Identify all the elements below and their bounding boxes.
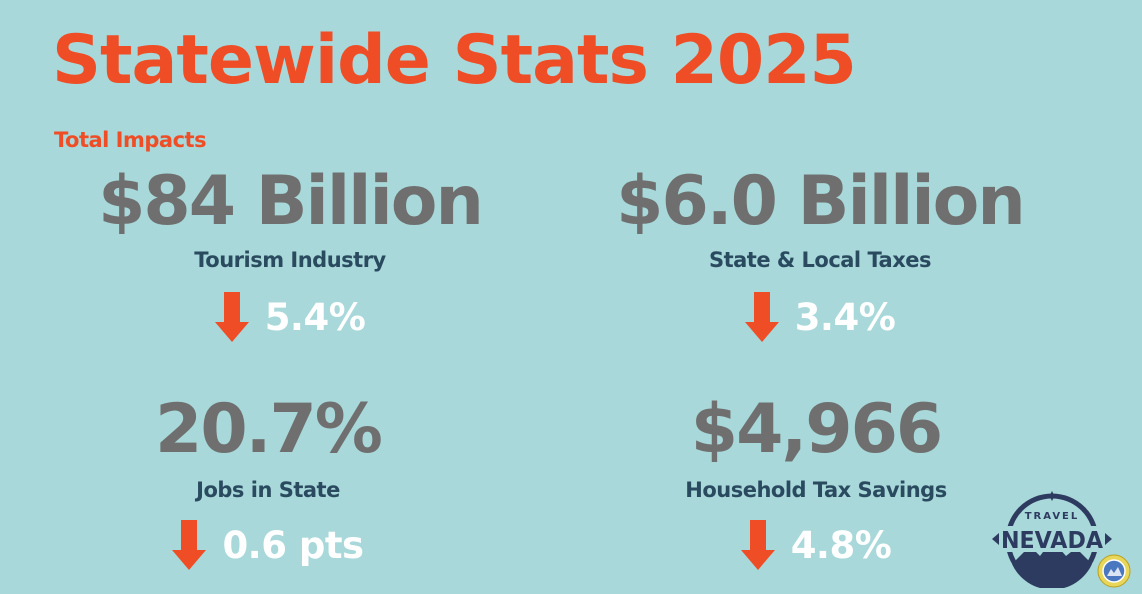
stat-label: State & Local Taxes: [708, 248, 932, 272]
stat-value: 20.7%: [155, 390, 383, 469]
stat-value: $4,966: [690, 390, 943, 469]
stat-change: 5.4%: [30, 291, 550, 343]
stat-tourism-industry: $84 Billion Tourism Industry 5.4%: [30, 168, 550, 343]
down-arrow-icon: [214, 292, 249, 343]
logo-top-text: TRAVEL: [1025, 511, 1080, 522]
nevada-state-seal-icon: [1097, 554, 1131, 588]
stat-change: 4.8%: [556, 519, 1076, 571]
stat-change-value: 0.6 pts: [222, 523, 364, 567]
stat-change: 3.4%: [560, 291, 1080, 343]
down-arrow-icon: [172, 520, 207, 571]
travel-nevada-logo: TRAVEL NEVADA: [990, 491, 1114, 588]
stat-change-value: 5.4%: [264, 295, 366, 339]
down-arrow-icon: [740, 520, 775, 571]
stat-state-local-taxes: $6.0 Billion State & Local Taxes 3.4%: [560, 168, 1080, 343]
stat-change-value: 3.4%: [794, 295, 896, 339]
stat-value: $84 Billion: [98, 162, 484, 241]
section-subtitle: Total Impacts: [54, 128, 207, 152]
logo-main-text: NEVADA: [1001, 528, 1103, 554]
stat-value: $6.0 Billion: [616, 162, 1026, 241]
stat-change: 0.6 pts: [8, 519, 528, 571]
stat-label: Household Tax Savings: [685, 478, 947, 502]
stat-label: Jobs in State: [196, 478, 340, 502]
stat-change-value: 4.8%: [790, 523, 892, 567]
stat-jobs-in-state: 20.7% Jobs in State 0.6 pts: [8, 396, 528, 571]
page-title: Statewide Stats 2025: [52, 21, 857, 100]
stat-household-tax-savings: $4,966 Household Tax Savings 4.8%: [556, 396, 1076, 571]
down-arrow-icon: [744, 292, 779, 343]
stat-label: Tourism Industry: [194, 248, 386, 272]
